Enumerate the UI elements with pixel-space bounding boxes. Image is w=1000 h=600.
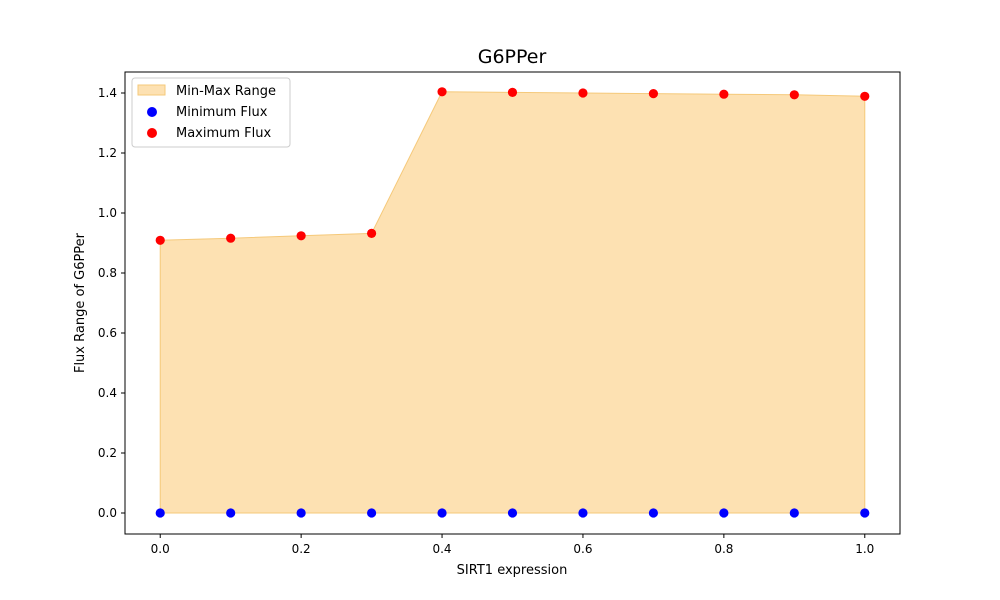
min-flux-point-0 <box>155 508 165 518</box>
y-tick-label-1: 0.2 <box>98 446 117 460</box>
max-flux-point-2 <box>296 231 306 241</box>
x-tick-label-5: 1.0 <box>855 542 874 556</box>
max-flux-point-0 <box>155 235 165 245</box>
legend-marker-max <box>147 128 157 138</box>
legend-box <box>131 77 291 148</box>
x-tick-label-3: 0.6 <box>573 542 592 556</box>
min-flux-point-6 <box>578 508 588 518</box>
legend-label-min: Minimum Flux <box>176 105 268 120</box>
x-tick-label-1: 0.2 <box>292 542 311 556</box>
y-axis-label: Flux Range of G6PPer <box>73 232 88 373</box>
y-tick-label-7: 1.4 <box>98 86 117 100</box>
legend-swatch-range <box>137 84 166 96</box>
min-flux-point-10 <box>860 508 870 518</box>
legend-label-range: Min-Max Range <box>176 84 276 99</box>
points-layer <box>155 87 870 518</box>
plot-frame <box>124 71 901 535</box>
x-tick-label-4: 0.8 <box>714 542 733 556</box>
x-tick-label-2: 0.4 <box>432 542 451 556</box>
min-flux-point-9 <box>789 508 799 518</box>
min-flux-point-3 <box>366 508 377 518</box>
chart-title: G6PPer <box>478 46 547 68</box>
x-axis-label: SIRT1 expression <box>457 563 568 578</box>
max-flux-point-3 <box>366 228 377 238</box>
max-flux-point-4 <box>437 87 447 97</box>
min-flux-point-7 <box>648 508 659 518</box>
y-axis: 0.0 0.2 0.4 0.6 0.8 1.0 1.2 1.4 <box>98 86 125 520</box>
y-tick-label-6: 1.2 <box>98 146 117 160</box>
min-flux-point-4 <box>437 508 447 518</box>
min-flux-point-5 <box>507 508 518 518</box>
max-flux-point-9 <box>789 90 799 100</box>
y-tick-label-3: 0.6 <box>98 326 117 340</box>
y-tick-label-4: 0.8 <box>98 266 117 280</box>
min-flux-point-2 <box>296 508 306 518</box>
range-fill-layer <box>159 91 866 514</box>
max-flux-point-7 <box>648 89 659 99</box>
min-flux-point-8 <box>719 508 729 518</box>
max-flux-point-10 <box>860 91 870 101</box>
legend: Min-Max Range Minimum Flux Maximum Flux <box>131 77 291 148</box>
max-flux-point-5 <box>507 87 518 97</box>
range-fill-area <box>159 91 866 514</box>
legend-marker-min <box>147 107 157 117</box>
max-flux-point-6 <box>578 88 588 98</box>
legend-label-max: Maximum Flux <box>176 126 272 141</box>
x-axis: 0.0 0.2 0.4 0.6 0.8 1.0 <box>151 534 874 556</box>
max-flux-point-8 <box>719 89 729 99</box>
y-tick-label-2: 0.4 <box>98 386 117 400</box>
y-tick-label-5: 1.0 <box>98 206 117 220</box>
max-flux-point-1 <box>226 233 236 243</box>
y-tick-label-0: 0.0 <box>98 506 117 520</box>
min-flux-point-1 <box>226 508 236 518</box>
x-tick-label-0: 0.0 <box>151 542 170 556</box>
